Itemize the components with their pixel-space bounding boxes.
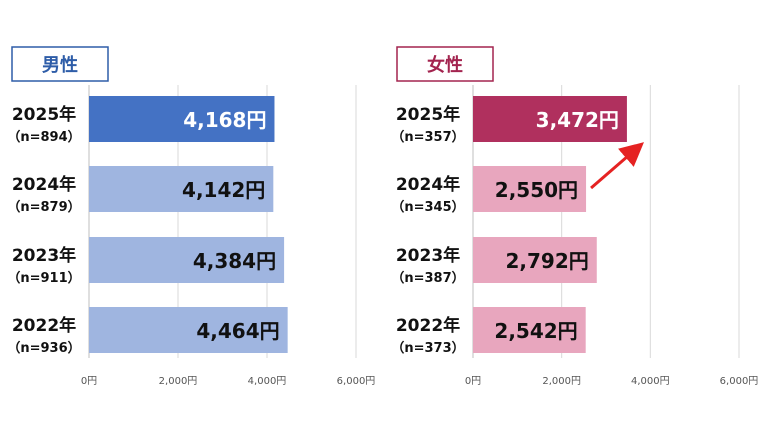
female-x-tick-label: 0円 (465, 376, 481, 387)
female-bar (473, 96, 627, 142)
female-bar (473, 237, 597, 283)
female-value-label: 2,550円 (495, 178, 578, 202)
female-value-label: 3,472円 (536, 108, 619, 132)
male-x-tick-label: 4,000円 (248, 376, 287, 387)
female-value-label: 2,792円 (506, 249, 589, 273)
male-category-label: 2024年 (12, 174, 76, 195)
female-category-label: 2023年 (396, 245, 460, 266)
male-x-tick-label: 2,000円 (159, 376, 198, 387)
male-title-box (11, 46, 109, 82)
female-trend-arrow (590, 142, 644, 190)
male-value-label: 4,142円 (182, 178, 265, 202)
male-category-label: 2023年 (12, 245, 76, 266)
female-sample-size-label: （n=357） (391, 129, 464, 145)
male-bar (89, 307, 288, 353)
male-x-tick-label: 6,000円 (337, 376, 376, 387)
female-chart: 女性 3,472円 2025年 （n=357） 2,550円 2024年 （n=345） 2… (391, 46, 759, 387)
male-value-label: 4,384円 (193, 249, 276, 273)
male-sample-size-label: （n=936） (7, 340, 80, 356)
male-x-tick-label: 0円 (81, 376, 97, 387)
female-category-label: 2024年 (396, 174, 460, 195)
male-category-label: 2025年 (12, 104, 76, 125)
female-category-label: 2025年 (396, 104, 460, 125)
female-x-tick-label: 4,000円 (631, 376, 670, 387)
male-category-label: 2022年 (12, 315, 76, 336)
male-bar (89, 237, 285, 283)
male-chart: 男性 4,168円 2025年 （n=894） 4,142円 2024年 （n=879） 4… (7, 46, 376, 387)
female-bar (473, 307, 586, 353)
male-value-label: 4,168円 (183, 108, 266, 132)
male-sample-size-label: （n=879） (7, 199, 80, 215)
male-sample-size-label: （n=911） (7, 270, 80, 286)
female-x-tick-label: 6,000円 (720, 376, 759, 387)
female-sample-size-label: （n=345） (391, 199, 464, 215)
female-x-tick-label: 2,000円 (542, 376, 581, 387)
female-value-label: 2,542円 (494, 319, 577, 343)
female-chart-title: 女性 (427, 54, 463, 76)
female-category-label: 2022年 (396, 315, 460, 336)
male-sample-size-label: （n=894） (7, 129, 80, 145)
male-bar (89, 96, 275, 142)
female-title-box (396, 46, 494, 82)
female-sample-size-label: （n=387） (391, 270, 464, 286)
male-chart-title: 男性 (42, 54, 78, 76)
male-bar (89, 166, 274, 212)
female-sample-size-label: （n=373） (391, 340, 464, 356)
male-value-label: 4,464円 (196, 319, 279, 343)
female-bar (473, 166, 587, 212)
